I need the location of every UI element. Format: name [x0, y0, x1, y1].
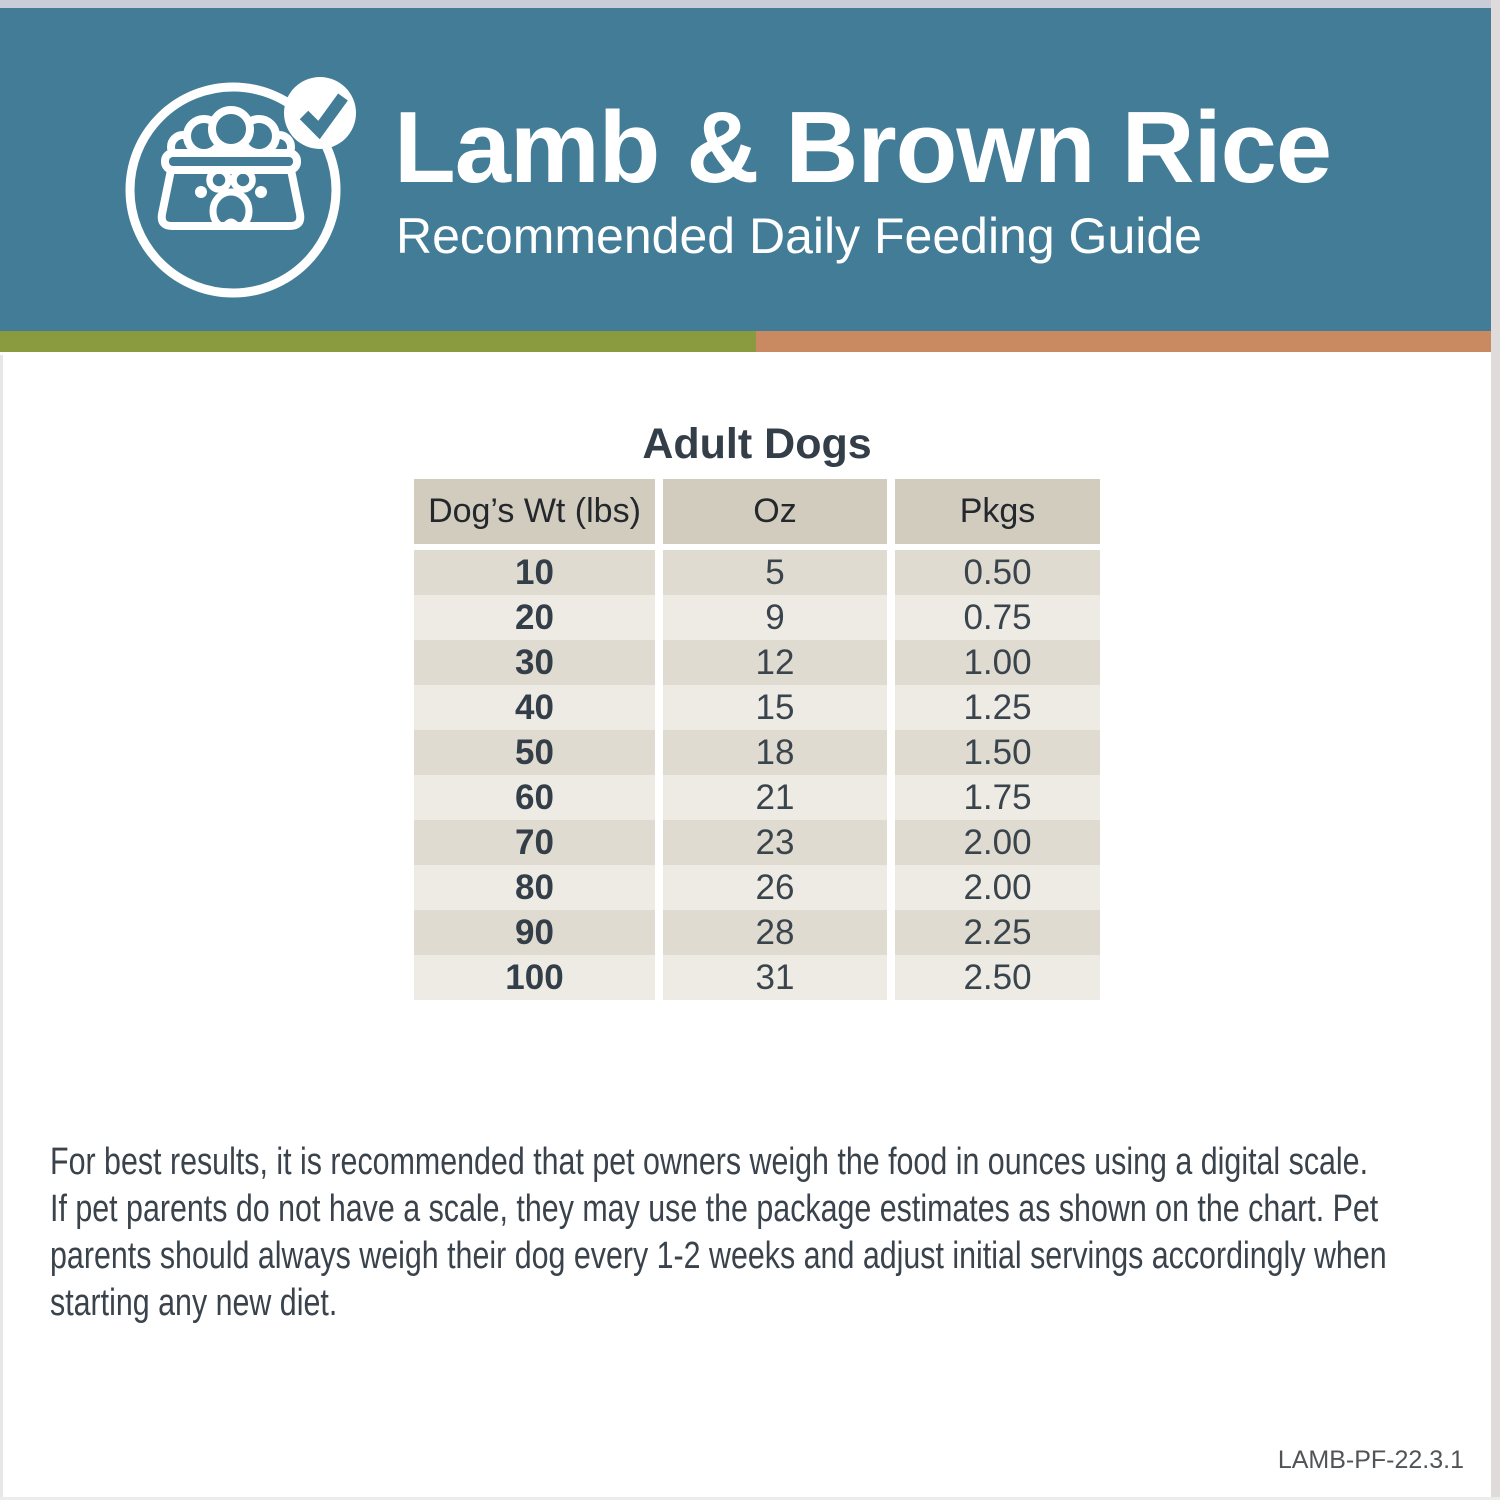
feeding-note: For best results, it is recommended that…	[50, 1139, 1387, 1327]
table-cell-pkgs: 2.00	[895, 865, 1100, 910]
table-cell-wt: 80	[414, 865, 655, 910]
table-cell-pkgs: 0.50	[895, 550, 1100, 595]
table-cell-oz: 28	[663, 910, 887, 955]
table-cell-wt: 40	[414, 685, 655, 730]
table-cell-pkgs: 1.00	[895, 640, 1100, 685]
feeding-note-line: parents should always weigh their dog ev…	[50, 1235, 1387, 1277]
feeding-note-line: For best results, it is recommended that…	[50, 1141, 1369, 1183]
accent-stripe-green	[0, 331, 756, 352]
page-left-edge	[0, 355, 3, 1500]
table-cell-wt: 30	[414, 640, 655, 685]
table-cell-wt: 10	[414, 550, 655, 595]
table-cell-pkgs: 1.25	[895, 685, 1100, 730]
table-cell-wt: 60	[414, 775, 655, 820]
table-cell-pkgs: 0.75	[895, 595, 1100, 640]
table-cell-pkgs: 1.50	[895, 730, 1100, 775]
page-bottom-edge	[0, 1497, 1500, 1500]
page-top-edge	[0, 0, 1500, 8]
table-cell-pkgs: 2.25	[895, 910, 1100, 955]
table-cell-oz: 5	[663, 550, 887, 595]
header-banner: Lamb & Brown Rice Recommended Daily Feed…	[0, 8, 1500, 331]
column-header-pkgs: Pkgs	[895, 479, 1100, 544]
table-cell-wt: 20	[414, 595, 655, 640]
table-cell-wt: 70	[414, 820, 655, 865]
table-cell-wt: 90	[414, 910, 655, 955]
page-subtitle: Recommended Daily Feeding Guide	[396, 208, 1202, 265]
table-cell-oz: 31	[663, 955, 887, 1000]
table-cell-oz: 21	[663, 775, 887, 820]
document-code: LAMB-PF-22.3.1	[1277, 1446, 1464, 1474]
column-header-dogs-weight: Dog’s Wt (lbs)	[414, 479, 655, 544]
accent-stripe	[0, 331, 1500, 352]
page-right-edge	[1491, 0, 1500, 1500]
table-cell-oz: 15	[663, 685, 887, 730]
table-cell-pkgs: 1.75	[895, 775, 1100, 820]
header-titles: Lamb & Brown Rice Recommended Daily Feed…	[394, 92, 1332, 265]
table-cell-oz: 9	[663, 595, 887, 640]
feeding-table-body: 10 5 0.50 20 9 0.75 30 12 1.00 40 15 1.2…	[414, 550, 1100, 1000]
table-cell-pkgs: 2.00	[895, 820, 1100, 865]
table-cell-wt: 50	[414, 730, 655, 775]
table-title: Adult Dogs	[642, 420, 872, 468]
feeding-note-line: starting any new diet.	[50, 1282, 338, 1324]
table-cell-wt: 100	[414, 955, 655, 1000]
table-cell-pkgs: 2.50	[895, 955, 1100, 1000]
column-header-oz: Oz	[663, 479, 887, 544]
dog-food-bowl-check-icon	[125, 77, 356, 298]
table-cell-oz: 26	[663, 865, 887, 910]
feeding-table-header: Dog’s Wt (lbs) Oz Pkgs	[414, 479, 1100, 544]
table-cell-oz: 23	[663, 820, 887, 865]
table-cell-oz: 12	[663, 640, 887, 685]
feeding-note-line: If pet parents do not have a scale, they…	[50, 1188, 1379, 1230]
accent-stripe-orange	[756, 331, 1500, 352]
table-cell-oz: 18	[663, 730, 887, 775]
page-title: Lamb & Brown Rice	[394, 92, 1332, 204]
